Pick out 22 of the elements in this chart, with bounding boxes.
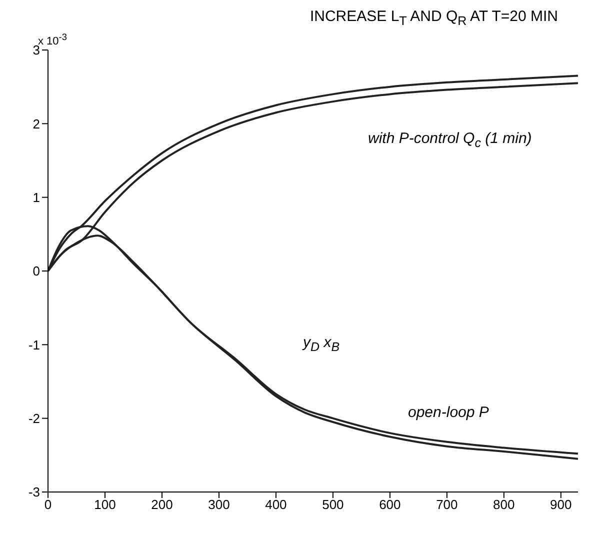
x-tick-label: 900 xyxy=(550,497,572,512)
x-tick-label: 100 xyxy=(94,497,116,512)
y-tick-label: 2 xyxy=(32,116,40,132)
x-tick-label: 400 xyxy=(265,497,287,512)
x-tick-label: 600 xyxy=(379,497,401,512)
x-tick-label: 200 xyxy=(151,497,173,512)
y-tick-label: -1 xyxy=(28,337,40,352)
annotation: open-loop P xyxy=(408,404,489,421)
x-tick-label: 0 xyxy=(44,497,52,512)
x-tick-label: 800 xyxy=(493,497,515,512)
x-tick-label: 300 xyxy=(208,497,230,512)
annotation: y$_{D}$ x$_{B}$ xyxy=(303,334,340,354)
text: x 10$^{-3}$ xyxy=(38,32,67,48)
y-tick-label: 1 xyxy=(32,190,40,205)
y-tick-label: 0 xyxy=(32,264,40,279)
x-tick-label: 700 xyxy=(436,497,458,512)
annotation: with P-control Q$_{c}$ (1 min) xyxy=(368,130,532,150)
chart-title: INCREASE L$_{T}$ AND Q$_{R}$ AT T=20 MIN xyxy=(308,8,559,30)
y-tick-label: -3 xyxy=(28,484,40,500)
y-tick-label: 3 xyxy=(32,42,40,58)
y-tick-label: -2 xyxy=(28,410,40,426)
x-tick-label: 500 xyxy=(322,497,344,512)
